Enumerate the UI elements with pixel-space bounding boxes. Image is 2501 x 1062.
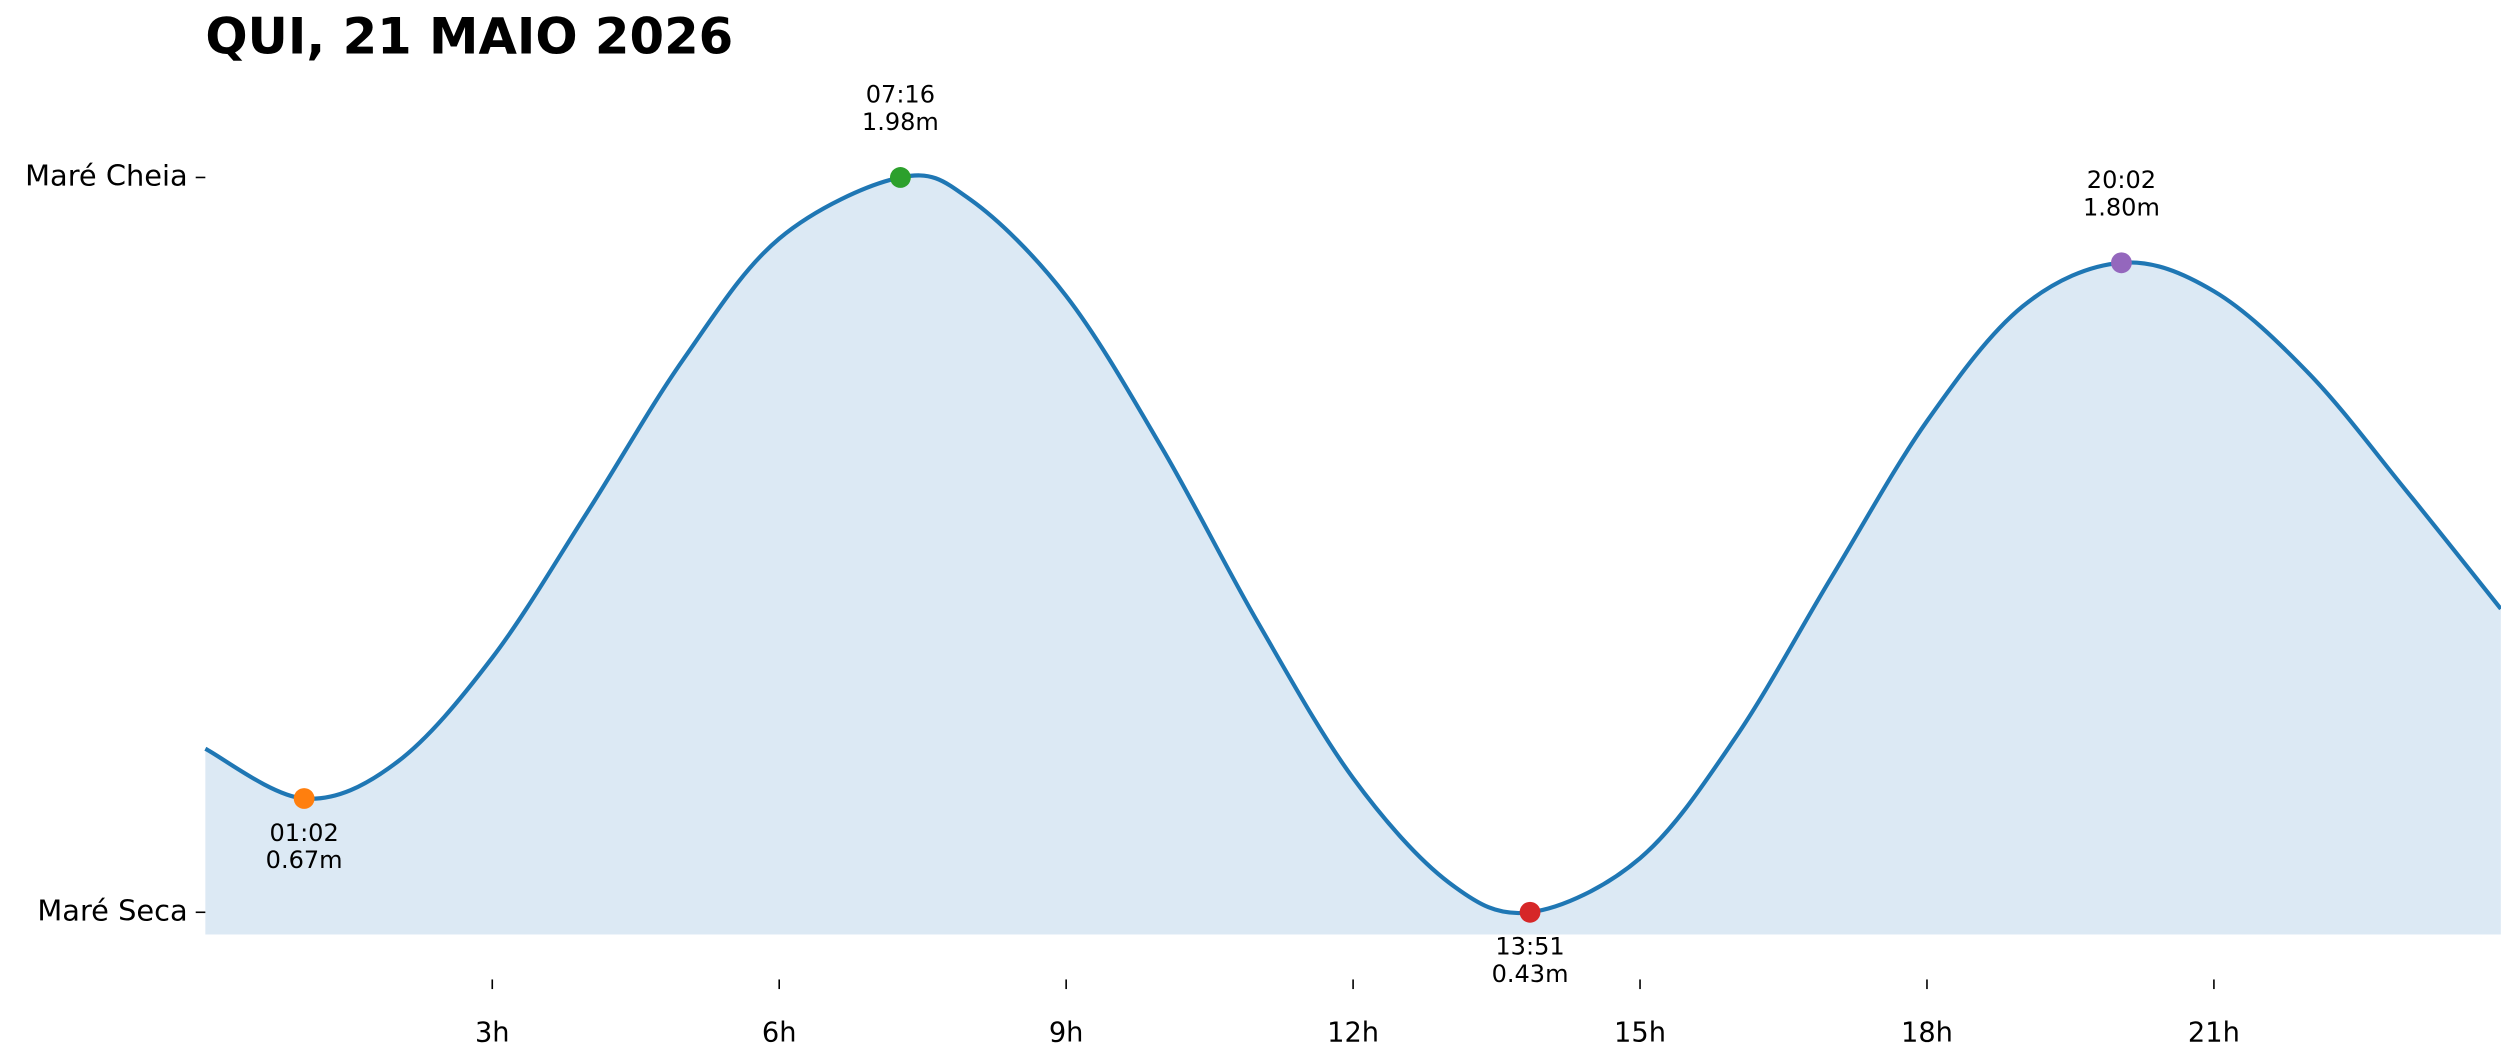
- tide-point: [889, 167, 911, 188]
- tide-point: [1519, 901, 1541, 923]
- time-label: 07:16: [866, 81, 935, 109]
- y-tick-label: Maré Cheia: [25, 158, 188, 192]
- x-tick-label: 15h: [1614, 1017, 1666, 1048]
- height-label: 0.67m: [266, 846, 343, 874]
- x-tick-label: 9h: [1049, 1017, 1084, 1048]
- time-label: 01:02: [270, 819, 339, 847]
- x-tick-label: 21h: [2188, 1017, 2240, 1048]
- x-tick-label: 18h: [1901, 1017, 1953, 1048]
- chart-title: QUI, 21 MAIO 2026: [205, 8, 733, 66]
- x-tick-label: 12h: [1327, 1017, 1379, 1048]
- x-tick-label: 6h: [762, 1017, 797, 1048]
- x-tick-label: 3h: [475, 1017, 510, 1048]
- tide-area: [205, 175, 2501, 935]
- height-label: 1.98m: [862, 108, 939, 136]
- y-tick-label: Maré Seca: [37, 893, 187, 927]
- height-label: 1.80m: [2083, 193, 2160, 221]
- tide-point: [293, 788, 315, 809]
- height-label: 0.43m: [1492, 960, 1569, 988]
- time-label: 13:51: [1495, 933, 1564, 961]
- tide-point: [2111, 252, 2132, 274]
- time-label: 20:02: [2087, 166, 2156, 194]
